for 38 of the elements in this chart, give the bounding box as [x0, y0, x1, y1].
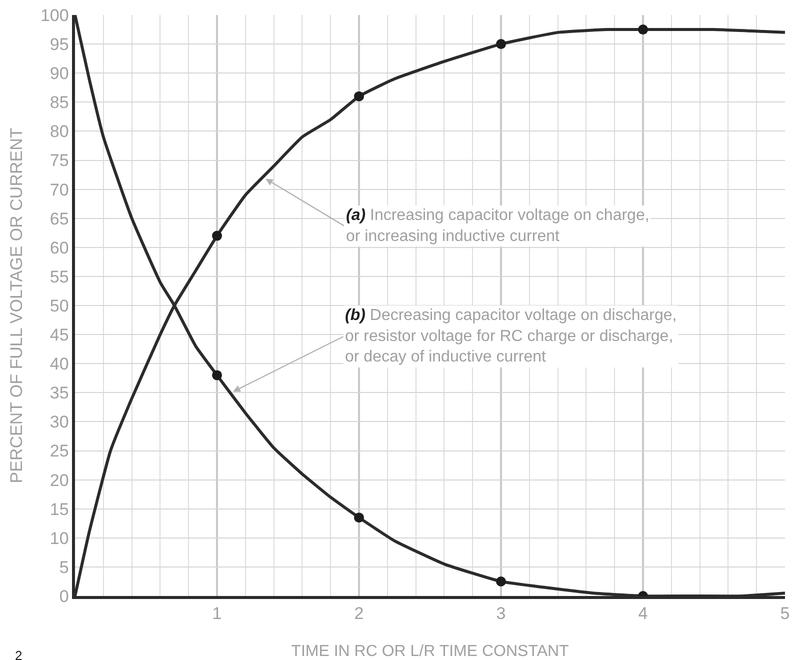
point [212, 230, 222, 241]
y-axis-title: PERCENT OF FULL VOLTAGE OR CURRENT [7, 128, 26, 484]
annotation: (b) Decreasing capacitor voltage on discharge, or resistor voltage for RC charge or discharge, or decay of inductive current [345, 307, 677, 366]
y-tick-label: 45 [50, 326, 69, 344]
y-tick-label: 85 [50, 93, 69, 112]
x-tick-label: 1 [212, 604, 222, 624]
y-tick-label: 60 [50, 238, 69, 258]
annotation: (a) Increasing capacitor voltage on charge, or increasing inductive current [346, 207, 650, 245]
point [496, 576, 506, 586]
x-axis-title: TIME IN RC OR L/R TIME CONSTANT [291, 643, 570, 660]
point [496, 39, 506, 50]
x-tick-label: 2 [354, 604, 364, 624]
y-tick-label: 55 [50, 267, 69, 286]
point [354, 91, 364, 102]
x-tick-label: 3 [496, 604, 506, 624]
point [638, 24, 648, 35]
y-tick-label: 25 [50, 442, 69, 461]
y-tick-label: 65 [50, 209, 69, 228]
y-tick-label: 90 [50, 64, 69, 84]
y-tick-label: 70 [50, 180, 69, 200]
y-tick-label: 100 [40, 6, 69, 25]
y-tick-label: 15 [50, 500, 69, 519]
x-tick-label: 5 [780, 604, 790, 624]
y-tick-label: 35 [50, 384, 69, 403]
y-tick-label: 20 [50, 470, 69, 490]
point [354, 512, 364, 523]
y-tick-label: 40 [50, 354, 69, 374]
y-tick-label: 5 [59, 558, 69, 577]
text: 2 [15, 648, 22, 660]
y-tick-label: 50 [50, 296, 69, 316]
y-tick-label: 80 [50, 122, 69, 142]
y-tick-label: 95 [50, 35, 69, 54]
y-tick-label: 0 [59, 586, 69, 606]
y-tick-label: 75 [50, 151, 69, 170]
point [212, 370, 222, 380]
x-tick-label: 4 [638, 604, 648, 624]
y-tick-label: 30 [50, 412, 69, 432]
y-tick-label: 10 [50, 528, 69, 548]
